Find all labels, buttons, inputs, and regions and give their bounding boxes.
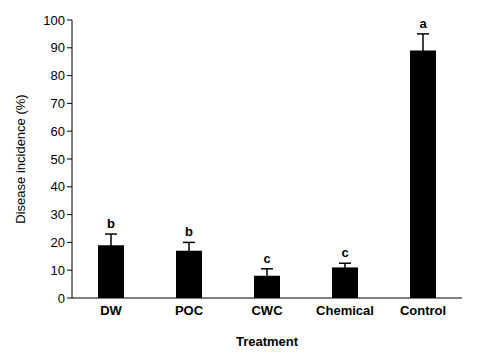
svg-text:c: c bbox=[263, 251, 270, 266]
svg-text:b: b bbox=[185, 224, 193, 239]
svg-text:70: 70 bbox=[51, 96, 65, 111]
svg-text:50: 50 bbox=[51, 152, 65, 167]
svg-text:Disease incidence (%): Disease incidence (%) bbox=[13, 94, 28, 223]
svg-text:c: c bbox=[341, 245, 348, 260]
svg-text:b: b bbox=[107, 216, 115, 231]
svg-text:Chemical: Chemical bbox=[316, 303, 374, 318]
svg-text:90: 90 bbox=[51, 40, 65, 55]
svg-text:DW: DW bbox=[100, 303, 122, 318]
svg-text:80: 80 bbox=[51, 68, 65, 83]
svg-text:0: 0 bbox=[58, 291, 65, 306]
svg-text:CWC: CWC bbox=[251, 303, 283, 318]
svg-text:20: 20 bbox=[51, 235, 65, 250]
svg-text:30: 30 bbox=[51, 207, 65, 222]
svg-text:a: a bbox=[419, 16, 427, 31]
svg-text:10: 10 bbox=[51, 263, 65, 278]
svg-text:Treatment: Treatment bbox=[236, 334, 299, 349]
svg-text:POC: POC bbox=[175, 303, 204, 318]
svg-text:100: 100 bbox=[43, 13, 65, 28]
svg-text:60: 60 bbox=[51, 124, 65, 139]
svg-text:Control: Control bbox=[400, 303, 446, 318]
svg-text:40: 40 bbox=[51, 179, 65, 194]
